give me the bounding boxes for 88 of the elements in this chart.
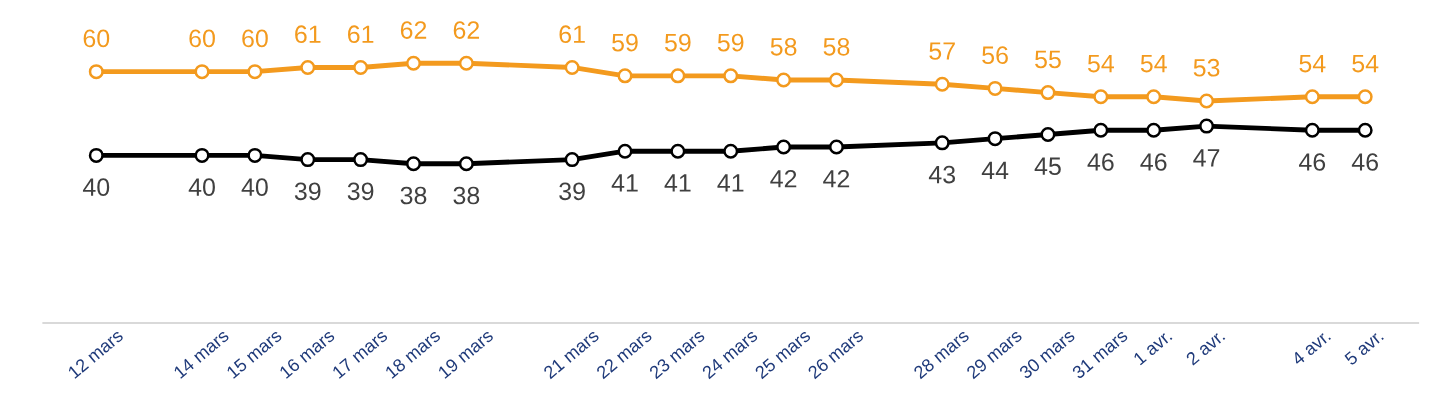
data-label: 47 [1193,149,1220,167]
data-label: 40 [241,178,268,196]
point [617,143,633,159]
point [1146,89,1162,105]
data-label: 55 [1035,50,1061,69]
x-tick-label: 5 avr. [1343,329,1384,366]
data-label: 42 [823,169,850,188]
data-label: 39 [347,182,374,201]
data-label: 57 [929,42,955,60]
data-label: 42 [770,169,797,188]
data-label: 41 [664,174,691,192]
point [88,64,104,80]
point [617,68,633,84]
data-label: 61 [559,25,585,44]
data-label: 60 [189,29,215,48]
point [458,156,474,172]
point [1040,126,1056,142]
point [1093,122,1109,138]
point [88,147,104,163]
point [353,152,369,168]
point [776,72,792,88]
data-label: 53 [1193,58,1220,77]
data-label: 59 [664,33,691,52]
point [670,68,686,84]
point [1199,118,1215,134]
point [987,131,1003,147]
point [1304,122,1320,138]
data-label: 59 [717,33,744,52]
data-label: 43 [928,165,956,184]
point [828,72,844,88]
data-label: 62 [400,21,427,39]
data-label: 45 [1034,157,1061,176]
point [776,139,792,155]
data-label: 39 [294,182,321,201]
data-label: 61 [348,25,374,44]
data-label: 54 [1140,54,1167,73]
point [723,143,739,159]
point [987,80,1003,96]
point [564,59,580,75]
data-label: 46 [1351,153,1378,171]
point [353,59,369,75]
data-label: 46 [1298,153,1326,171]
data-label: 60 [83,29,110,48]
data-label: 60 [242,29,268,48]
data-label: 46 [1087,153,1114,171]
data-label: 56 [982,46,1008,65]
data-label: 58 [770,37,797,56]
point [1199,93,1215,109]
point [828,139,844,155]
point [1357,89,1373,105]
data-label: 59 [612,33,638,52]
data-label: 38 [400,186,427,205]
point [723,68,739,84]
point [1040,85,1056,101]
data-label: 54 [1299,54,1326,73]
point [1093,89,1109,105]
point [194,64,210,80]
point [406,55,422,71]
point [934,76,950,92]
point [300,152,316,168]
point [1304,89,1320,105]
point [300,59,316,75]
data-label: 46 [1140,153,1167,171]
x-tick-label: 4 avr. [1290,329,1332,367]
data-label: 41 [611,174,638,192]
point [247,64,263,80]
point [934,135,950,151]
data-label: 58 [823,37,850,56]
data-label: 62 [453,21,480,39]
point [1146,122,1162,138]
data-label: 39 [559,182,585,201]
point [564,152,580,168]
point [406,156,422,172]
data-label: 54 [1352,54,1379,73]
data-label: 44 [981,161,1009,179]
data-label: 41 [717,174,744,192]
data-label: 54 [1087,54,1115,73]
point [458,55,474,71]
data-label: 40 [82,178,110,196]
data-label: 61 [295,25,321,44]
point [1357,122,1373,138]
x-tick-label: 1 avr. [1132,329,1173,366]
point [194,147,210,163]
point [670,143,686,159]
data-label: 40 [188,178,215,196]
point [247,147,263,163]
x-tick-label: 2 avr. [1185,329,1226,366]
data-label: 38 [453,186,480,205]
